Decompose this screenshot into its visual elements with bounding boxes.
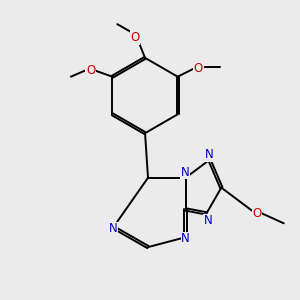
Text: N: N — [204, 214, 213, 227]
Text: N: N — [109, 222, 118, 235]
Text: O: O — [194, 62, 203, 75]
Text: O: O — [252, 207, 262, 220]
Text: O: O — [86, 64, 95, 77]
Text: N: N — [181, 232, 190, 245]
Text: O: O — [130, 31, 140, 44]
Text: N: N — [181, 166, 190, 179]
Text: N: N — [205, 148, 214, 161]
